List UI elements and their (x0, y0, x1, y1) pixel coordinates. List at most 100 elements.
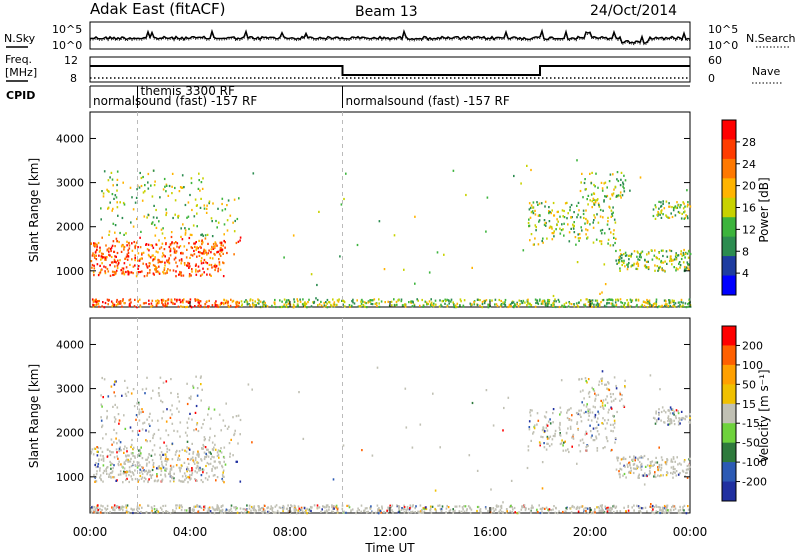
velocity-cell (410, 511, 412, 514)
power-cell (113, 270, 116, 274)
power-cell (219, 268, 222, 271)
velocity-cell (594, 392, 596, 395)
power-cell (217, 305, 219, 308)
velocity-cell (639, 509, 641, 512)
velocity-cell (660, 410, 663, 414)
velocity-cell (250, 509, 252, 512)
power-cell (476, 298, 479, 301)
power-cell (542, 241, 544, 244)
velocity-cell (666, 460, 668, 463)
velocity-cell (246, 504, 248, 507)
velocity-cell (213, 446, 215, 449)
velocity-cell (609, 509, 611, 512)
velocity-cell (208, 475, 210, 478)
power-cell (148, 255, 151, 258)
power-cell (657, 212, 660, 215)
power-cell (285, 305, 288, 308)
velocity-cell (118, 422, 120, 425)
velocity-cell (684, 415, 687, 418)
power-cell (146, 274, 148, 277)
power-cell (620, 178, 622, 181)
velocity-cell (567, 427, 569, 430)
velocity-cell (469, 511, 472, 515)
power-cell (135, 241, 138, 244)
velocity-cell (90, 452, 92, 455)
velocity-cell (110, 476, 112, 479)
velocity-cell (635, 467, 637, 471)
power-cell (202, 261, 205, 264)
velocity-cell (381, 505, 383, 508)
power-cell (619, 267, 621, 270)
power-cell (667, 305, 670, 308)
velocity-cell (269, 507, 272, 510)
velocity-cell (194, 478, 196, 481)
power-cell (114, 231, 116, 234)
velocity-cell (665, 474, 668, 477)
power-cell (622, 183, 625, 186)
velocity-cell (630, 469, 632, 472)
velocity-cell (197, 505, 200, 508)
power-cell (191, 208, 193, 212)
velocity-cell (157, 419, 159, 422)
power-cell (450, 298, 453, 301)
velocity-cell (177, 392, 179, 396)
power-cell (547, 303, 549, 306)
velocity-cell (287, 510, 290, 513)
power-cell (156, 270, 159, 273)
power-cell (91, 298, 94, 301)
velocity-cell (205, 464, 207, 468)
velocity-cell (506, 508, 508, 511)
power-cell (447, 299, 450, 302)
velocity-cell (197, 452, 199, 455)
power-cell (582, 196, 584, 199)
velocity-cell (602, 509, 605, 512)
velocity-cell (464, 505, 467, 508)
velocity-cell (194, 411, 197, 414)
power-cell (646, 302, 649, 305)
velocity-cell (679, 505, 681, 508)
power-cell (362, 300, 364, 303)
power-colorbar-swatch (722, 120, 736, 140)
velocity-cell (660, 469, 662, 472)
power-cell (670, 249, 673, 253)
power-cell (174, 186, 176, 190)
velocity-cell (656, 461, 659, 464)
power-cell (285, 301, 287, 304)
velocity-cell (655, 510, 658, 513)
velocity-cell (124, 392, 127, 395)
velocity-cell (682, 506, 684, 509)
power-cell (195, 263, 197, 266)
velocity-cell (328, 508, 330, 511)
velocity-cell (638, 473, 640, 476)
power-cell (536, 201, 538, 204)
power-cell (538, 214, 541, 217)
power-cell (596, 213, 598, 216)
velocity-cell (207, 413, 209, 416)
power-cell (259, 305, 262, 309)
power-cell (591, 206, 593, 209)
velocity-cell (92, 453, 95, 456)
velocity-cell (360, 504, 363, 507)
velocity-cell (612, 399, 615, 402)
velocity-cell (523, 504, 526, 507)
power-cell (221, 248, 224, 251)
power-cell (685, 266, 688, 269)
power-cell (538, 202, 541, 205)
velocity-cell (539, 511, 542, 515)
velocity-cell (669, 422, 672, 425)
power-cell (428, 300, 431, 303)
power-cell (113, 197, 115, 200)
velocity-cell (613, 510, 615, 514)
noise-right-tick-top: 10^5 (708, 23, 738, 36)
velocity-cell (162, 511, 164, 514)
power-cell (121, 272, 123, 275)
velocity-cell (586, 444, 588, 447)
power-cell (626, 263, 628, 266)
velocity-cell (608, 388, 611, 392)
power-cell (202, 177, 204, 180)
velocity-cell (425, 506, 427, 509)
power-cell (193, 215, 196, 218)
velocity-cell (590, 512, 592, 515)
velocity-cell (181, 506, 183, 509)
power-cell (182, 301, 184, 304)
